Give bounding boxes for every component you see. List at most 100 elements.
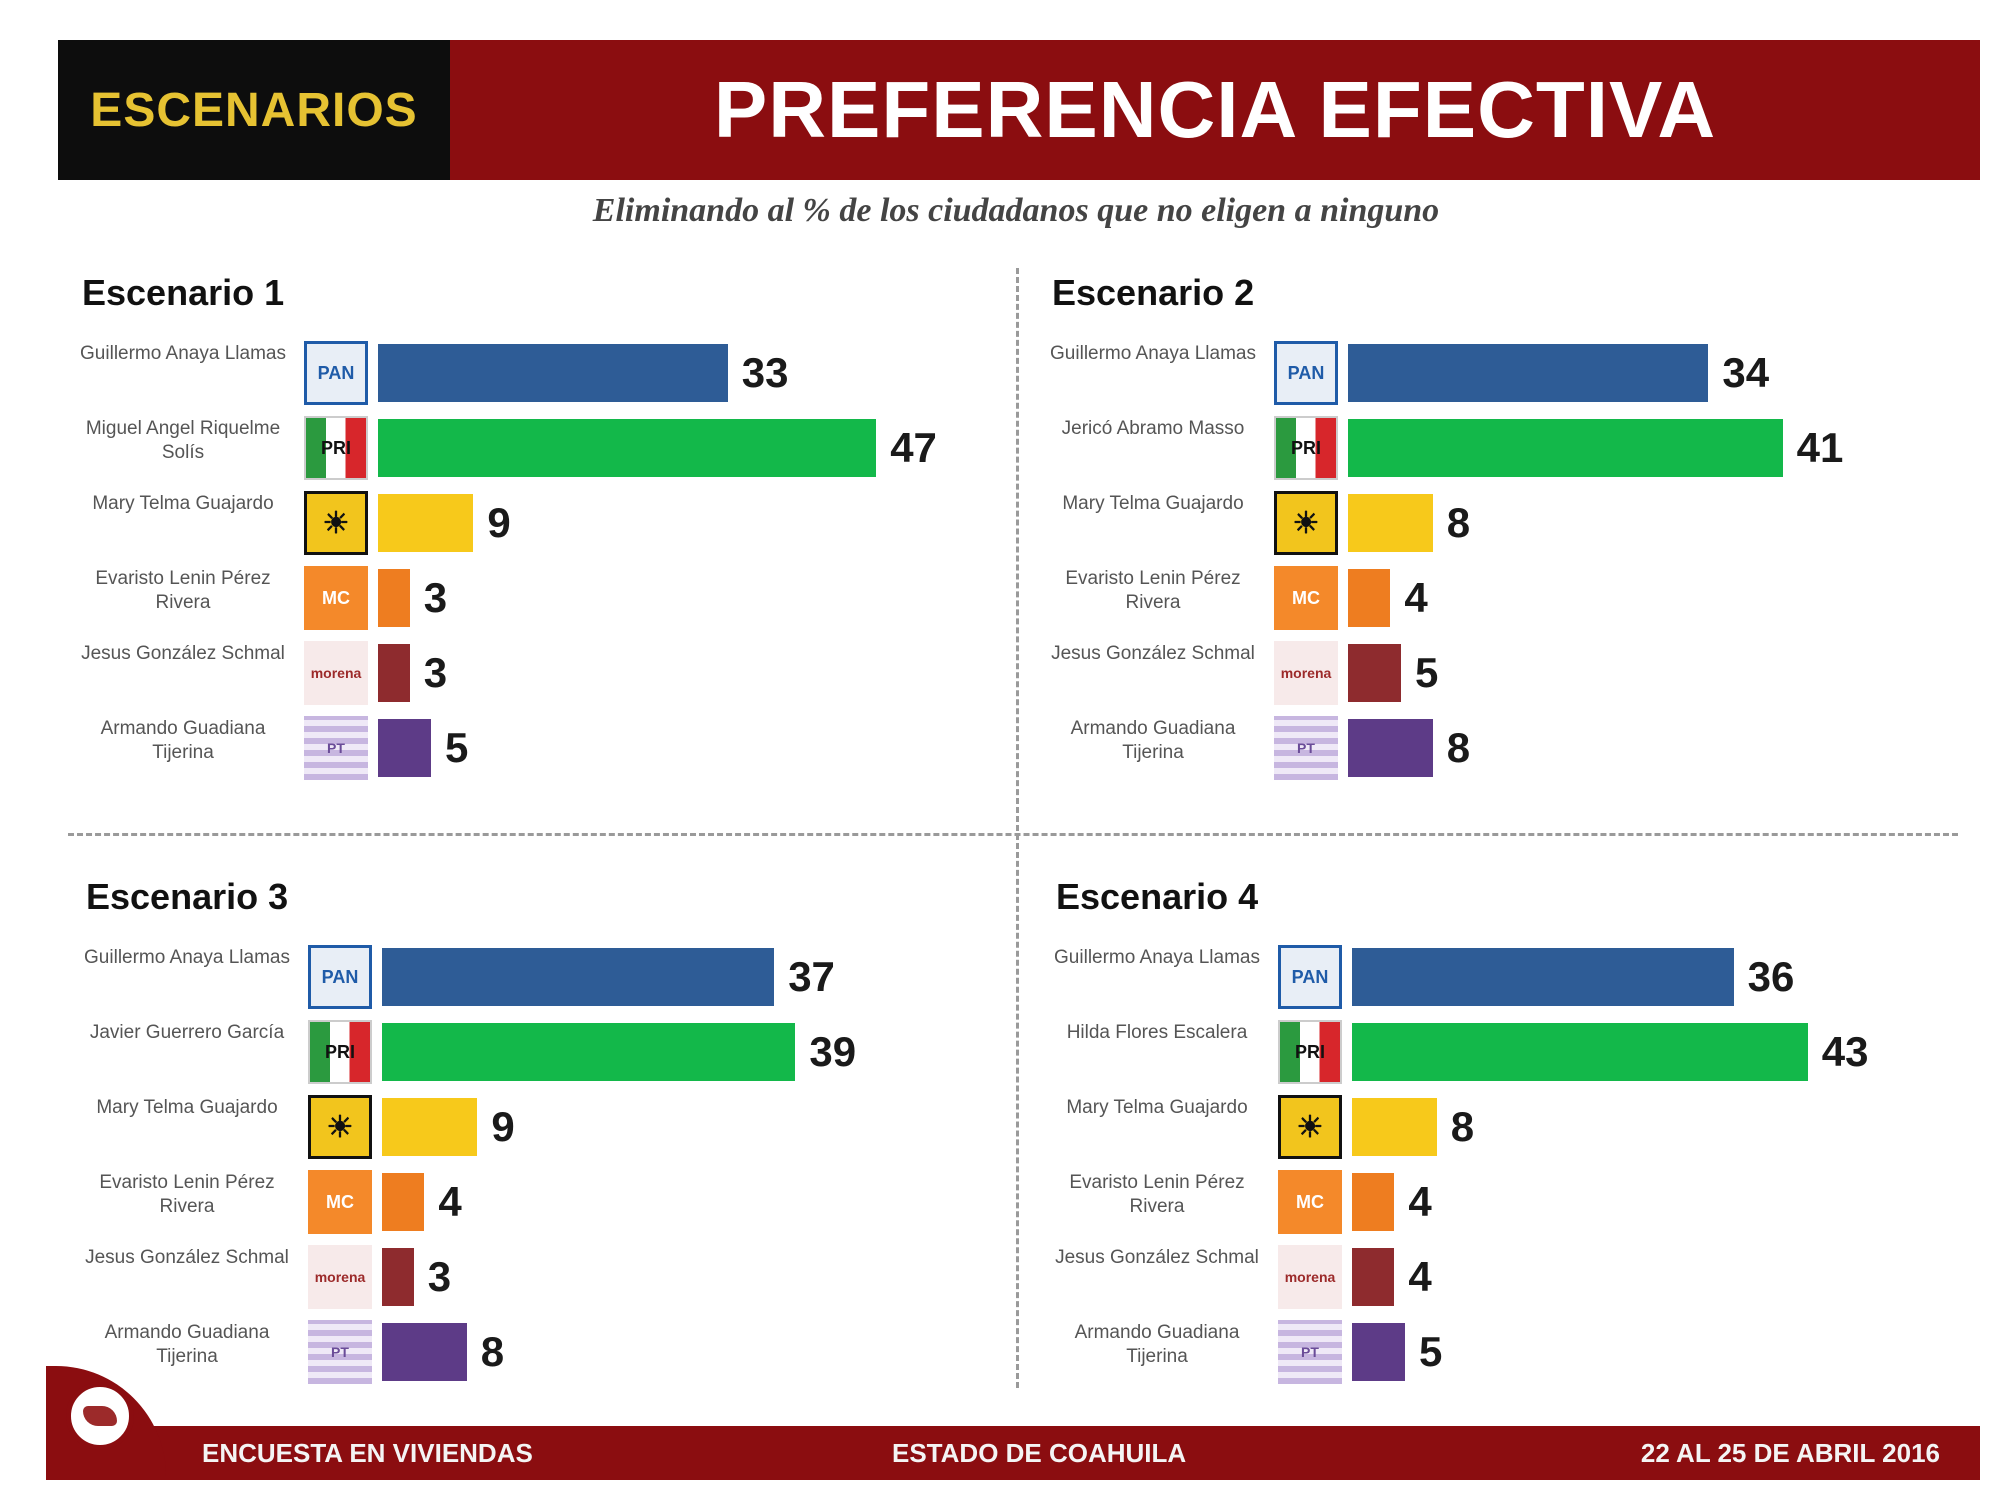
candidate-name: Evaristo Lenin Pérez Rivera [1065,568,1241,613]
candidate-name: Miguel Angel Riquelme Solís [85,418,281,463]
bar-pri [382,1023,796,1081]
bar-prd [378,494,474,552]
party-logo-mc-icon: MC [308,1170,372,1234]
party-logo-pan-icon: PAN [1278,945,1342,1009]
candidate-row: Evaristo Lenin Pérez Rivera MC 3 [72,563,972,633]
scenario-title: Escenario 2 [1052,272,1255,313]
party-logo-mc-icon: MC [304,566,368,630]
bar-value-label: 37 [788,953,835,1000]
footer-state: ESTADO DE COAHUILA [892,1437,1187,1468]
party-logo-pt-icon: PT [1274,716,1338,780]
party-logo-prd-icon: ☀ [304,491,368,555]
party-logo-pri-icon: PRI [308,1020,372,1084]
candidate-row: Evaristo Lenin Pérez Rivera MC 4 [76,1167,976,1237]
candidate-row: Mary Telma Guajardo ☀ 9 [72,488,972,558]
candidate-name: Evaristo Lenin Pérez Rivera [95,568,271,613]
candidate-row: Guillermo Anaya Llamas PAN 33 [72,338,972,408]
party-logo-pri-icon: PRI [304,416,368,480]
candidate-name: Armando Guadiana Tijerina [104,1322,270,1367]
page-title: PREFERENCIA EFECTIVA [450,40,1980,180]
bar-pt [1352,1323,1405,1381]
bar-morena [382,1248,414,1306]
party-logo-morena-icon: morena [1274,641,1338,705]
candidate-name: Jesus González Schmal [1051,643,1255,664]
brand-seal-icon [66,1382,134,1450]
bar-value-label: 8 [1446,499,1471,546]
bar-value-label: 4 [1408,1178,1432,1225]
bar-value-label: 36 [1747,953,1795,1000]
candidate-name: Hilda Flores Escalera [1066,1022,1248,1043]
bar-value-label: 43 [1821,1028,1869,1075]
candidate-name: Mary Telma Guajardo [1066,1097,1248,1118]
section-tag: ESCENARIOS [58,40,450,180]
candidate-name: Guillermo Anaya Llamas [84,947,290,968]
candidate-row: Armando Guadiana Tijerina PT 5 [1046,1317,1946,1387]
candidate-name: Armando Guadiana Tijerina [1074,1322,1240,1367]
candidate-row: Jesus González Schmal morena 3 [76,1242,976,1312]
party-logo-prd-icon: ☀ [1278,1095,1342,1159]
bar-mc [378,569,410,627]
bar-value-label: 8 [480,1328,505,1375]
candidate-name: Guillermo Anaya Llamas [1054,947,1260,968]
candidate-row: Guillermo Anaya Llamas PAN 37 [76,942,976,1012]
bar-pt [1348,719,1433,777]
party-logo-prd-icon: ☀ [1274,491,1338,555]
party-logo-pt-icon: PT [1278,1320,1342,1384]
candidate-row: Mary Telma Guajardo ☀ 9 [76,1092,976,1162]
bar-pt [382,1323,467,1381]
footer-bar: ENCUESTA EN VIVIENDAS ESTADO DE COAHUILA… [52,1426,1980,1480]
header-banner: ESCENARIOS PREFERENCIA EFECTIVA [58,40,1980,180]
party-logo-pan-icon: PAN [308,945,372,1009]
bar-value-label: 47 [890,424,937,471]
candidate-name: Guillermo Anaya Llamas [1050,343,1256,364]
bar-mc [1352,1173,1395,1231]
scenario-title: Escenario 4 [1056,876,1259,917]
scenario-panel-1: Escenario 1 Guillermo Anaya Llamas PAN 33 Mi… [72,272,972,832]
bar-prd [1352,1098,1437,1156]
candidate-row: Mary Telma Guajardo ☀ 8 [1042,488,1942,558]
bar-pri [1348,419,1783,477]
bar-value-label: 9 [487,499,511,546]
bar-value-label: 3 [427,1253,452,1300]
bar-pan [1352,948,1734,1006]
candidate-row: Armando Guadiana Tijerina PT 5 [72,713,972,783]
scenario-title: Escenario 3 [86,876,289,917]
bar-pt [378,719,431,777]
bar-value-label: 5 [1419,1328,1443,1375]
candidate-row: Mary Telma Guajardo ☀ 8 [1046,1092,1946,1162]
candidate-row: Hilda Flores Escalera PRI 43 [1046,1017,1946,1087]
candidate-row: Evaristo Lenin Pérez Rivera MC 4 [1046,1167,1946,1237]
party-logo-pri-icon: PRI [1274,416,1338,480]
footer-survey-type: ENCUESTA EN VIVIENDAS [202,1437,533,1468]
candidate-name: Evaristo Lenin Pérez Rivera [1069,1172,1245,1217]
candidate-name: Armando Guadiana Tijerina [100,718,266,763]
party-logo-pan-icon: PAN [1274,341,1338,405]
candidate-row: Miguel Angel Riquelme Solís PRI 47 [72,413,972,483]
candidate-row: Jericó Abramo Masso PRI 41 [1042,413,1942,483]
party-logo-prd-icon: ☀ [308,1095,372,1159]
bar-prd [1348,494,1433,552]
horizontal-divider [68,833,1958,836]
candidate-name: Armando Guadiana Tijerina [1070,718,1236,763]
party-logo-morena-icon: morena [308,1245,372,1309]
candidate-row: Javier Guerrero García PRI 39 [76,1017,976,1087]
party-logo-pt-icon: PT [304,716,368,780]
candidate-name: Jesus González Schmal [85,1247,289,1268]
bar-value-label: 41 [1796,424,1844,471]
candidate-row: Armando Guadiana Tijerina PT 8 [76,1317,976,1387]
bar-value-label: 3 [423,649,448,696]
party-logo-mc-icon: MC [1278,1170,1342,1234]
scenario-panel-2: Escenario 2 Guillermo Anaya Llamas PAN 34 Je… [1042,272,1942,832]
bar-pan [1348,344,1709,402]
bar-pan [378,344,728,402]
bar-mc [1348,569,1391,627]
scenario-panel-3: Escenario 3 Guillermo Anaya Llamas PAN 37 Ja… [76,876,976,1436]
bar-value-label: 4 [1408,1253,1432,1300]
party-logo-pri-icon: PRI [1278,1020,1342,1084]
candidate-name: Mary Telma Guajardo [92,493,274,514]
bar-value-label: 4 [438,1178,462,1225]
infographic: ESCENARIOS PREFERENCIA EFECTIVA Eliminan… [46,36,1980,1484]
subtitle: Eliminando al % de los ciudadanos que no… [592,192,1440,229]
bar-mc [382,1173,425,1231]
bar-value-label: 8 [1446,724,1471,771]
